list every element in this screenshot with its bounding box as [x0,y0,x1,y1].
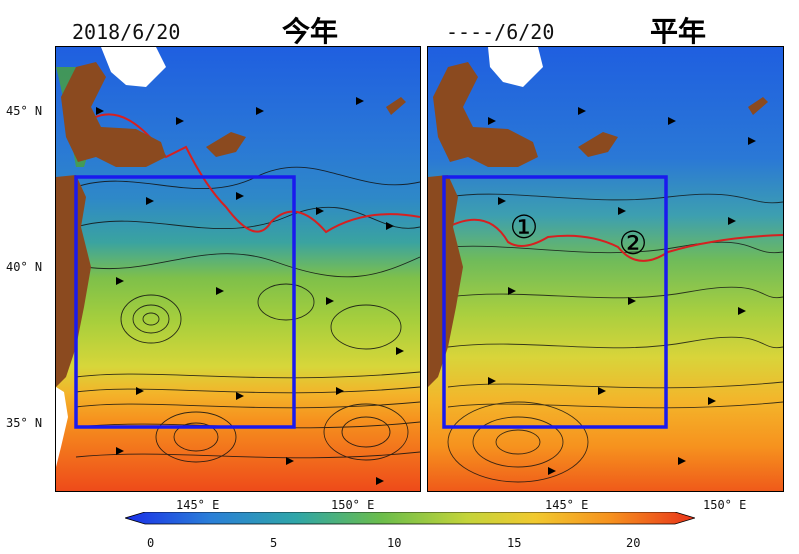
sea-ice-area [101,47,166,87]
front-line [447,218,783,262]
streamlines [447,193,783,483]
colorbar-tick-0: 0 [147,536,155,550]
colorbar-tick-5: 5 [270,536,278,550]
left-title: 今年 [282,15,339,48]
hokkaido-landmass [433,62,538,167]
kuril-island [748,97,768,115]
front-line [75,113,420,234]
colorbar-tick-15: 15 [507,536,522,550]
lon-label-right-150: 150° E [703,498,747,512]
sst-field [428,47,783,491]
island-landmass [578,132,618,157]
lat-label-35: 35° N [6,416,43,430]
map-panel-normal: ① ② [427,46,784,492]
lon-label-left-150: 150° E [331,498,375,512]
map-panel-current [55,46,421,492]
sea-ice-area [488,47,543,87]
lon-label-left-145: 145° E [176,498,220,512]
hokkaido-landmass [61,62,166,167]
analysis-box [442,175,668,429]
sst-field [56,47,420,491]
flow-arrows [96,97,404,485]
lat-label-45: 45° N [6,104,43,118]
analysis-box [74,175,296,429]
right-date: ----/6/20 [446,20,555,44]
map-current-svg [56,47,420,491]
region-label-1: ① [510,208,539,246]
left-date: 2018/6/20 [72,20,181,44]
colorbar-ramp [125,512,695,525]
island-landmass [206,132,246,157]
colorbar-tick-20: 20 [626,536,641,550]
lon-label-right-145: 145° E [545,498,589,512]
map-normal-svg: ① ② [428,47,783,491]
lat-label-40: 40° N [6,260,43,274]
colorbar [125,512,695,525]
region-label-2: ② [619,224,648,262]
colorbar-tick-10: 10 [387,536,402,550]
kuril-island [386,97,406,115]
flow-arrows [488,107,756,475]
right-title: 平年 [650,15,707,48]
streamlines [75,166,420,463]
honshu-landmass [56,175,91,387]
